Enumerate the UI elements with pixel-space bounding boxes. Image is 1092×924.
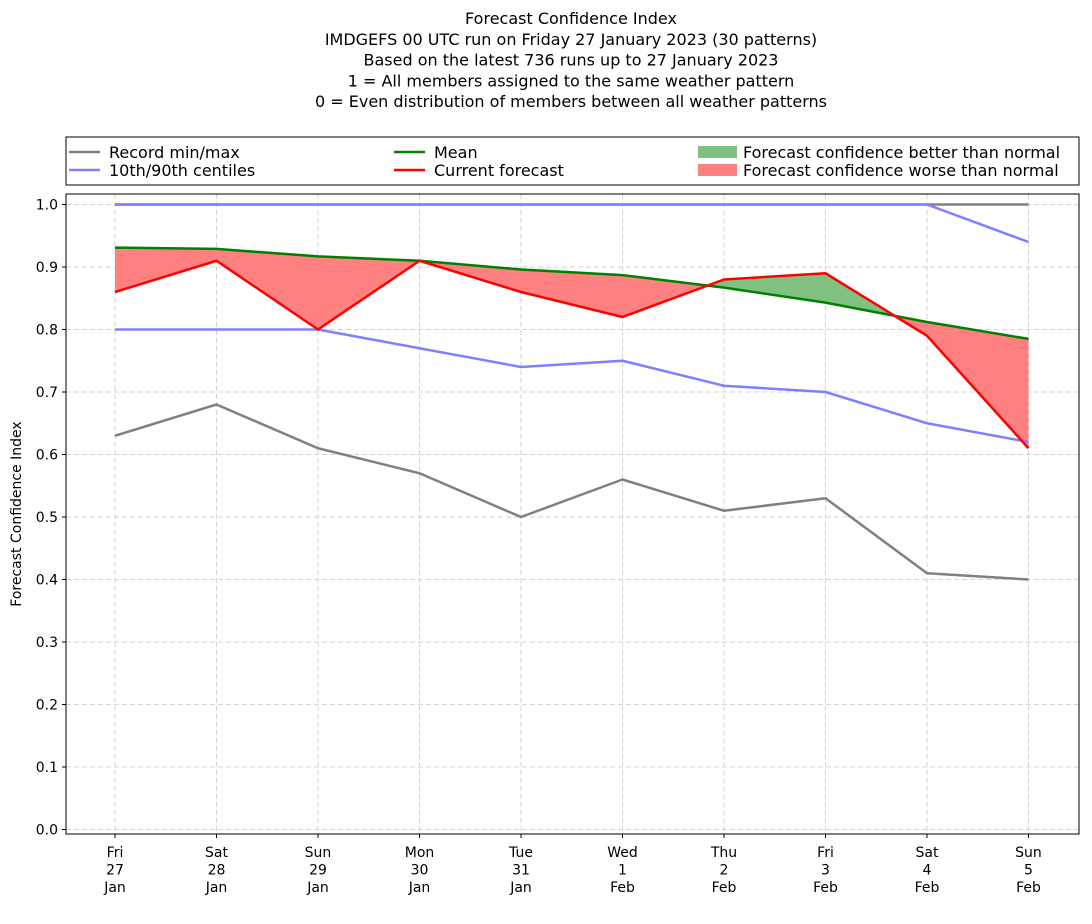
x-tick-label: Sat <box>916 845 939 861</box>
title-line: IMDGEFS 00 UTC run on Friday 27 January … <box>325 30 817 49</box>
legend-label: Current forecast <box>434 161 564 180</box>
fill-worse-than-normal <box>115 247 217 292</box>
series-lines <box>114 203 1030 581</box>
fill-better-than-normal <box>724 273 826 303</box>
series-line-p90 <box>115 203 1029 244</box>
title-line: 0 = Even distribution of members between… <box>315 92 827 111</box>
x-tick-label: 28 <box>208 863 226 879</box>
legend-label: Mean <box>434 143 478 162</box>
series-line-mean <box>114 246 1029 341</box>
series-line-p10 <box>115 328 1029 444</box>
title-line: Based on the latest 736 runs up to 27 Ja… <box>364 51 779 70</box>
x-tick-label: Sat <box>205 845 228 861</box>
y-tick-label: 0.3 <box>36 635 58 651</box>
x-tick-label: Jan <box>205 880 228 896</box>
legend: Record min/max Mean Forecast confidence be… <box>65 136 1080 186</box>
legend-patch-swatch <box>698 164 737 176</box>
x-tick-label: Wed <box>607 845 638 861</box>
legend-label: Forecast confidence worse than normal <box>743 161 1059 180</box>
x-tick-label: 27 <box>106 863 124 879</box>
x-tick-label: Fri <box>817 845 834 861</box>
x-tick-label: Mon <box>405 845 435 861</box>
fill-worse-than-normal <box>521 269 623 317</box>
y-axis-label: Forecast Confidence Index <box>9 421 25 606</box>
legend-label: Forecast confidence better than normal <box>743 143 1060 162</box>
y-tick-label: 0.6 <box>36 448 58 464</box>
x-tick-label: Feb <box>915 880 940 896</box>
y-tick-label: 0.2 <box>36 698 58 714</box>
y-tick-label: 0.4 <box>36 573 58 589</box>
x-tick-label: Feb <box>610 880 635 896</box>
series-line-record_min <box>114 403 1029 581</box>
x-tick-label: Jan <box>509 880 532 896</box>
title-line: Forecast Confidence Index <box>465 9 677 28</box>
x-tick-label: 30 <box>411 863 429 879</box>
fill-worse-than-normal <box>927 322 1029 449</box>
x-tick-label: Jan <box>103 880 126 896</box>
x-tick-label: 2 <box>720 863 729 879</box>
y-tick-label: 0.0 <box>36 823 58 839</box>
x-tick-label: Jan <box>306 880 329 896</box>
x-tick-label: Tue <box>508 845 533 861</box>
y-tick-label: 0.5 <box>36 510 58 526</box>
x-tick-label: 31 <box>512 863 530 879</box>
x-tick-label: 1 <box>618 863 627 879</box>
x-tick-label: Fri <box>107 845 124 861</box>
y-tick-label: 0.7 <box>36 385 58 401</box>
fill-worse-than-normal <box>216 248 318 330</box>
legend-patch-swatch <box>698 146 737 158</box>
x-tick-label: Feb <box>712 880 737 896</box>
chart-title: Forecast Confidence Index IMDGEFS 00 UTC … <box>315 9 827 111</box>
x-tick-label: Sun <box>305 845 332 861</box>
x-tick-label: 3 <box>821 863 830 879</box>
x-tick-label: Feb <box>813 880 838 896</box>
x-tick-label: 5 <box>1024 863 1033 879</box>
legend-box <box>65 136 1080 186</box>
axes: 0.00.10.20.30.40.50.60.70.80.91.0Fri27Ja… <box>9 193 1080 896</box>
x-tick-label: Thu <box>710 845 737 861</box>
series-line-current <box>114 259 1030 450</box>
title-line: 1 = All members assigned to the same wea… <box>348 71 795 90</box>
y-tick-label: 0.8 <box>36 323 58 339</box>
fill-worse-than-normal <box>622 275 708 317</box>
y-tick-label: 0.1 <box>36 760 58 776</box>
confidence-fill-areas <box>115 247 1029 449</box>
x-tick-label: Sun <box>1015 845 1042 861</box>
x-tick-label: Jan <box>408 880 431 896</box>
x-tick-label: Feb <box>1016 880 1041 896</box>
x-tick-label: 29 <box>309 863 327 879</box>
y-tick-label: 1.0 <box>36 198 58 214</box>
legend-label: 10th/90th centiles <box>109 161 255 180</box>
plot-frame <box>65 193 1080 835</box>
y-tick-label: 0.9 <box>36 260 58 276</box>
x-tick-label: 4 <box>923 863 932 879</box>
legend-label: Record min/max <box>109 143 240 162</box>
